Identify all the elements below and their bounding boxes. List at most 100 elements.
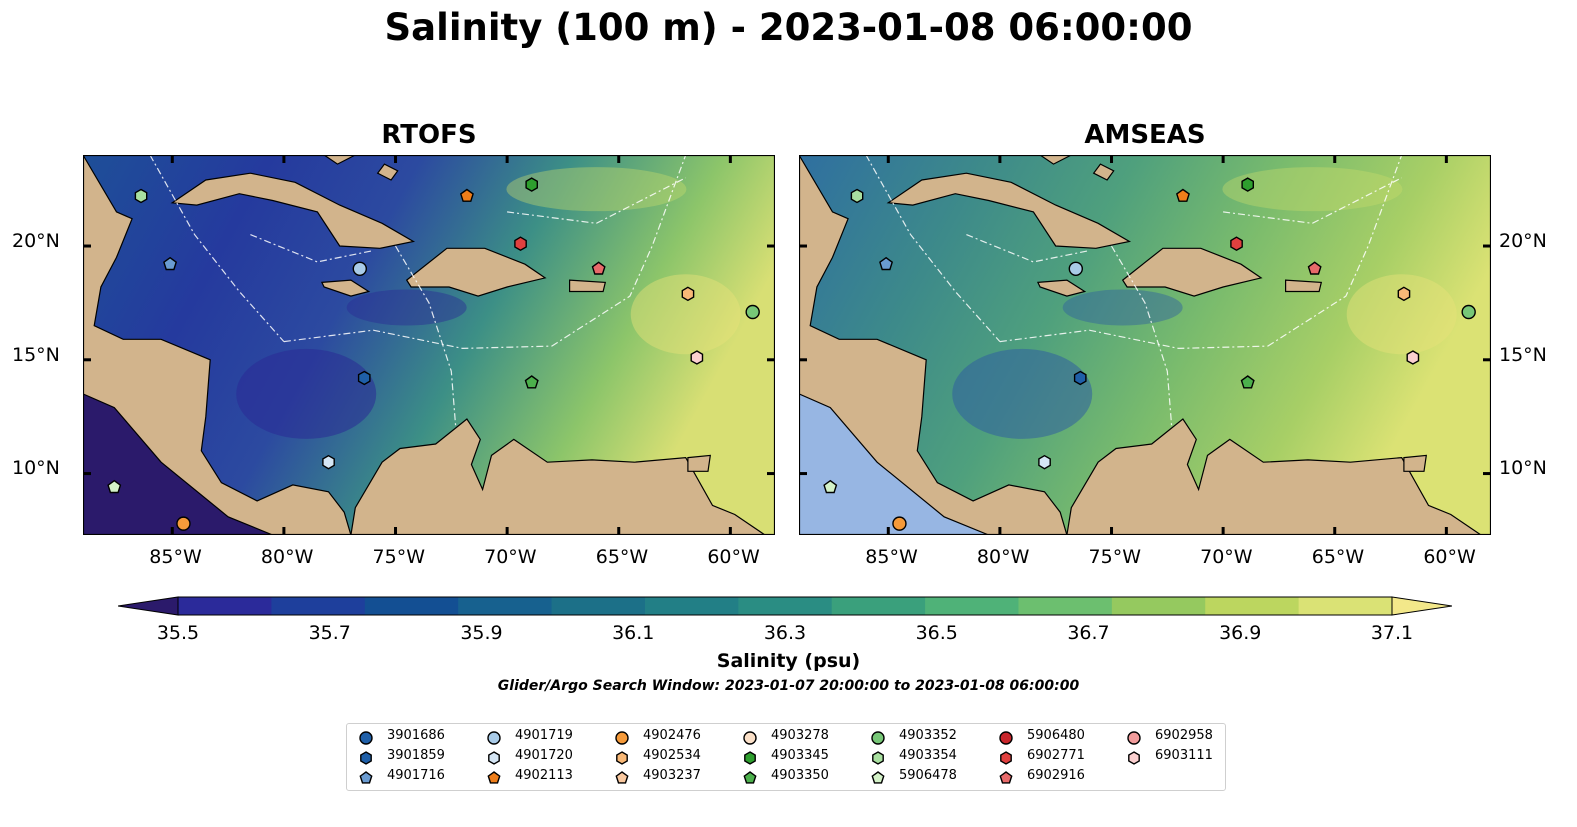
boundary-line	[283, 329, 552, 350]
float-marker-6903111	[1406, 350, 1420, 365]
landmass	[350, 418, 775, 535]
amseas-map[interactable]	[799, 155, 1491, 535]
colorbar-label: Salinity (psu)	[716, 650, 861, 672]
figure-title: Salinity (100 m) - 2023-01-08 06:00:00	[384, 6, 1193, 49]
eddy	[346, 289, 467, 326]
colorbar-tick: 35.5	[156, 622, 200, 644]
float-marker-5906478	[107, 479, 122, 494]
lon-label-rtofs: 60°W	[707, 546, 760, 568]
lat-label-left-15: 15°N	[12, 344, 60, 366]
colorbar-segment	[364, 597, 459, 615]
circle-marker-icon	[615, 731, 629, 745]
landmass	[886, 172, 1132, 249]
circle-marker-icon	[359, 731, 373, 745]
pentagon-marker-icon	[487, 771, 501, 784]
float-marker-6902916	[1307, 261, 1322, 275]
map-frame	[83, 155, 775, 535]
circle-marker-icon	[743, 731, 757, 745]
float-marker-6902771	[514, 236, 527, 252]
float-marker-4902534	[1397, 286, 1411, 302]
lat-label-right-15: 15°N	[1499, 344, 1547, 366]
landmass	[1066, 418, 1491, 535]
colorbar-segment	[925, 597, 1019, 615]
colorbar-tick: 36.5	[915, 622, 958, 644]
landmass	[83, 155, 352, 535]
float-marker-4903350	[1240, 375, 1255, 389]
boundary-line	[250, 234, 374, 263]
float-marker-4903354	[134, 188, 148, 204]
panel-title-rtofs: RTOFS	[381, 120, 477, 150]
circle-marker-icon	[999, 731, 1013, 745]
float-marker-3901859	[1073, 370, 1087, 386]
pentagon-marker-icon	[615, 771, 629, 784]
colorbar-segment	[178, 597, 272, 615]
hexagon-marker-icon	[616, 751, 628, 765]
hexagon-marker-icon	[872, 751, 884, 765]
colorbar-segment	[738, 597, 833, 615]
landmass	[1285, 279, 1323, 293]
float-marker-4902476	[176, 516, 191, 531]
landmass	[170, 172, 416, 249]
pentagon-marker-icon	[999, 771, 1013, 784]
boundary-line	[149, 155, 285, 342]
float-marker-6903111	[690, 350, 704, 365]
boundary-line	[394, 245, 457, 429]
boundary-line	[1223, 177, 1402, 224]
colorbar-segment	[458, 597, 553, 615]
pacific-ocean	[83, 393, 273, 535]
lon-label-amseas: 65°W	[1311, 546, 1365, 568]
float-marker-3901859	[357, 370, 371, 386]
colorbar-extend-high	[1391, 596, 1452, 616]
colorbar-segment	[1111, 597, 1206, 615]
lon-label-rtofs: 80°W	[260, 546, 314, 568]
landmass	[405, 247, 547, 297]
landmass	[376, 163, 399, 181]
panel-title-amseas: AMSEAS	[1084, 120, 1206, 150]
lat-label-right-10: 10°N	[1499, 457, 1547, 479]
boundary-line	[551, 155, 687, 347]
lat-label-right-20: 20°N	[1499, 230, 1547, 252]
colorbar-tick: 36.7	[1067, 622, 1110, 644]
landmass	[569, 279, 607, 293]
pentagon-marker-icon	[359, 771, 373, 784]
float-marker-4902113	[459, 188, 474, 202]
colorbar-tick: 36.9	[1219, 622, 1262, 644]
lon-label-rtofs: 70°W	[484, 546, 537, 568]
eddy	[1346, 274, 1457, 355]
rtofs-map[interactable]	[83, 155, 775, 535]
circle-marker-icon	[871, 731, 885, 745]
hexagon-marker-icon	[360, 751, 372, 765]
landmass	[687, 454, 712, 472]
colorbar-tick: 35.7	[308, 622, 351, 644]
colorbar	[118, 596, 1452, 616]
float-marker-4902113	[1175, 188, 1190, 202]
float-legend: 3901686 3901859 4901716 4901719 4901720 49021…	[346, 723, 1226, 791]
colorbar-extend-low	[118, 596, 179, 616]
boundary-line	[507, 177, 686, 224]
lon-label-amseas: 60°W	[1423, 546, 1476, 568]
eddy	[952, 348, 1093, 439]
hexagon-marker-icon	[488, 751, 500, 765]
circle-marker-icon	[1127, 731, 1141, 745]
float-marker-4901720	[1038, 454, 1051, 470]
lat-label-left-20: 20°N	[12, 230, 60, 252]
lon-label-rtofs: 85°W	[149, 546, 202, 568]
landmass	[1403, 454, 1428, 472]
map-frame	[799, 155, 1491, 535]
float-marker-4901716	[879, 256, 894, 271]
search-window-subtitle: Glider/Argo Search Window: 2023-01-07 20…	[497, 678, 1080, 694]
colorbar-segment	[831, 597, 926, 615]
landmass	[1036, 279, 1087, 297]
float-marker-4903350	[524, 375, 539, 389]
landmass	[1092, 163, 1115, 181]
float-marker-4903345	[1241, 177, 1254, 192]
float-marker-4901720	[322, 454, 335, 470]
float-marker-6902916	[591, 261, 606, 275]
hexagon-marker-icon	[1128, 751, 1140, 765]
boundary-line	[1267, 155, 1403, 347]
boundary-line	[865, 155, 1001, 342]
eddy	[630, 274, 741, 355]
boundary-line	[966, 234, 1090, 263]
colorbar-segment	[551, 597, 646, 615]
landmass	[323, 155, 356, 165]
